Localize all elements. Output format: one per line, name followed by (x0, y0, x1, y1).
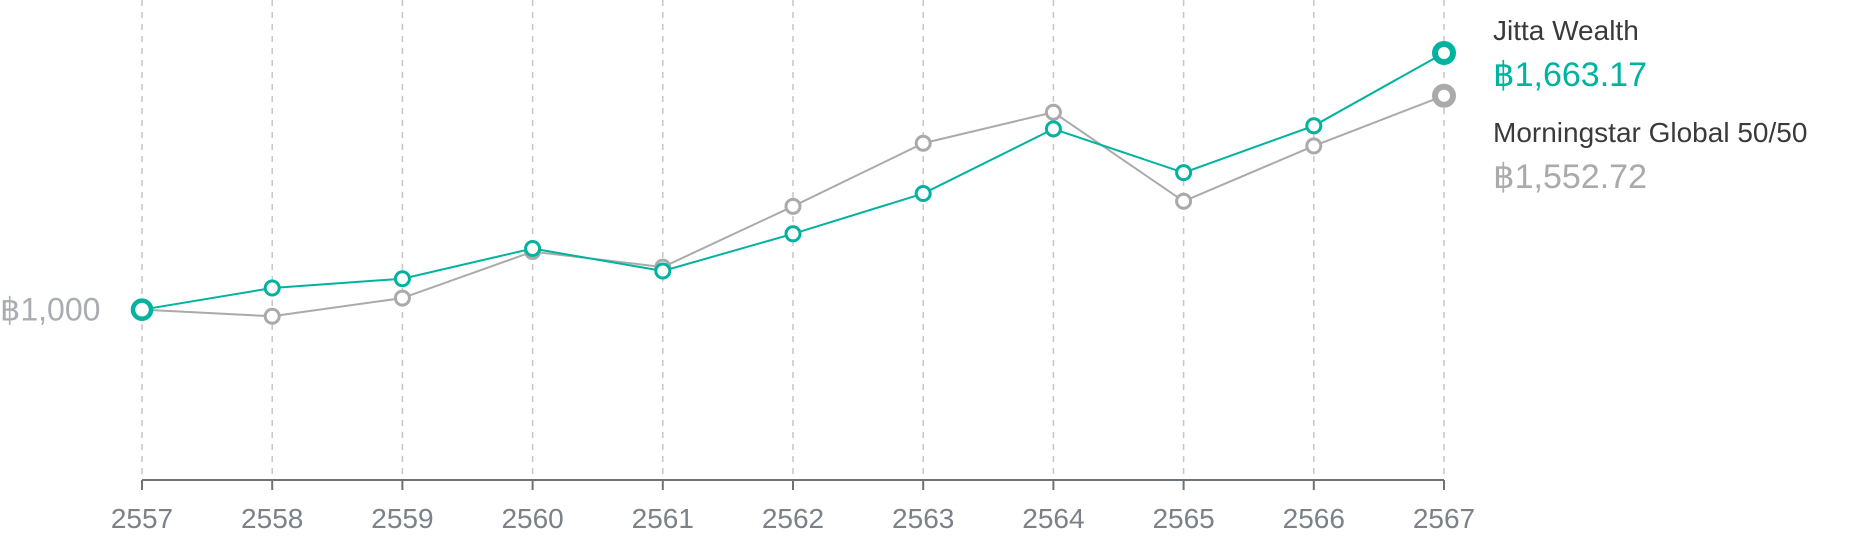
data-point (1305, 117, 1323, 135)
data-point (1175, 164, 1193, 182)
x-tick-label: 2563 (892, 503, 954, 534)
data-point (914, 185, 932, 203)
data-point (1044, 120, 1062, 138)
x-tick-label: 2566 (1283, 503, 1345, 534)
data-point (263, 279, 281, 297)
data-point (393, 289, 411, 307)
data-point (263, 307, 281, 325)
data-point (784, 225, 802, 243)
data-point (524, 240, 542, 258)
legend-series-name: Morningstar Global 50/50 (1493, 117, 1807, 148)
legend-series-value: ฿1,663.17 (1493, 56, 1647, 94)
series-line (130, 40, 1456, 321)
x-tick-label: 2562 (762, 503, 824, 534)
legend-series-name: Jitta Wealth (1493, 15, 1639, 46)
data-point (1432, 40, 1456, 65)
data-point (654, 262, 672, 280)
legend: Jitta Wealth ฿1,663.17 Morningstar Global … (1493, 15, 1807, 196)
data-point (1432, 83, 1456, 108)
grid-lines (141, 0, 1445, 480)
x-tick-label: 2565 (1152, 503, 1214, 534)
x-tick-label: 2564 (1022, 503, 1084, 534)
data-point (393, 270, 411, 288)
x-tick-label: 2558 (241, 503, 303, 534)
data-point (914, 134, 932, 152)
x-tick-label: 2559 (371, 503, 433, 534)
data-point (784, 197, 802, 215)
series-lines (130, 40, 1456, 325)
x-tick-label: 2561 (632, 503, 694, 534)
x-tick-label: 2567 (1413, 503, 1475, 534)
y-tick-label: ฿1,000 (0, 292, 100, 328)
data-point (1305, 137, 1323, 155)
data-point (130, 298, 154, 321)
x-tick-label: 2560 (501, 503, 563, 534)
x-tick-labels: 2557 2558 2559 2560 2561 2562 2563 2564 2565 2566… (111, 480, 1475, 534)
data-point (1175, 192, 1193, 210)
legend-series-value: ฿1,552.72 (1493, 158, 1647, 196)
data-point (1044, 103, 1062, 121)
x-tick-label: 2557 (111, 503, 173, 534)
